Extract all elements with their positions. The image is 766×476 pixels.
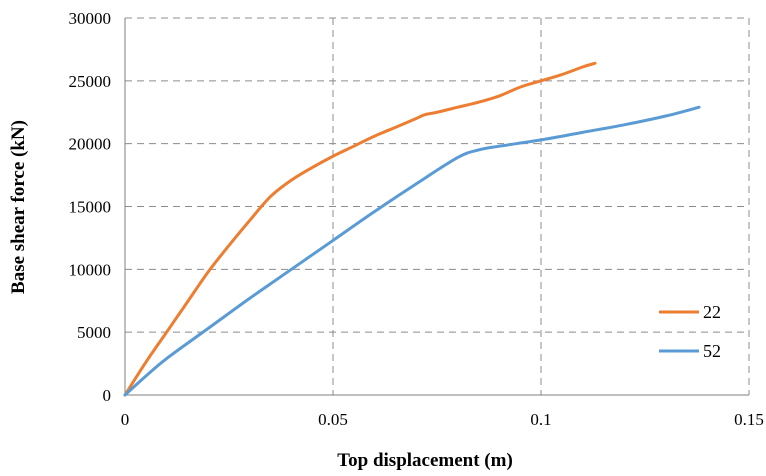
x-tick-label: 0.15 [734, 410, 764, 429]
series-line-52 [125, 107, 699, 395]
y-tick-label: 5000 [77, 323, 111, 342]
x-axis-title: Top displacement (m) [337, 450, 513, 471]
y-tick-label: 30000 [69, 9, 112, 28]
x-tick-label: 0.1 [530, 410, 551, 429]
y-tick-label: 25000 [69, 72, 112, 91]
series-line-22 [125, 63, 595, 395]
axes: 0 5000 10000 15000 20000 25000 30000 0 0.05 0.1 0.… [69, 9, 764, 429]
y-tick-label: 20000 [69, 135, 112, 154]
x-tick-label: 0.05 [318, 410, 348, 429]
y-tick-label: 15000 [69, 198, 112, 217]
legend-label-52: 52 [703, 341, 721, 361]
x-tick-label: 0 [121, 410, 130, 429]
grid [125, 18, 749, 395]
legend-label-22: 22 [703, 302, 721, 322]
series-group [125, 63, 699, 395]
y-tick-label: 0 [103, 386, 112, 405]
y-axis-title: Base shear force (kN) [8, 120, 29, 294]
y-tick-label: 10000 [69, 260, 112, 279]
legend: 22 52 [659, 302, 721, 361]
